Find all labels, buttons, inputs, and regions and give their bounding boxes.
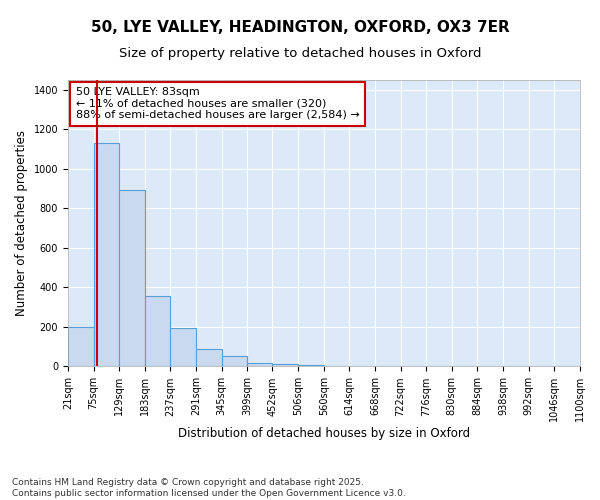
Bar [170, 328, 196, 366]
Bar [272, 364, 298, 366]
Bar [221, 356, 247, 366]
Y-axis label: Number of detached properties: Number of detached properties [15, 130, 28, 316]
Bar [145, 296, 170, 366]
Text: 50 LYE VALLEY: 83sqm
← 11% of detached houses are smaller (320)
88% of semi-deta: 50 LYE VALLEY: 83sqm ← 11% of detached h… [76, 87, 359, 120]
X-axis label: Distribution of detached houses by size in Oxford: Distribution of detached houses by size … [178, 427, 470, 440]
Text: 50, LYE VALLEY, HEADINGTON, OXFORD, OX3 7ER: 50, LYE VALLEY, HEADINGTON, OXFORD, OX3 … [91, 20, 509, 35]
Bar [68, 327, 94, 366]
Text: Size of property relative to detached houses in Oxford: Size of property relative to detached ho… [119, 48, 481, 60]
Bar [94, 143, 119, 366]
Text: Contains HM Land Registry data © Crown copyright and database right 2025.
Contai: Contains HM Land Registry data © Crown c… [12, 478, 406, 498]
Bar [119, 190, 145, 366]
Bar [196, 348, 221, 366]
Bar [247, 362, 272, 366]
